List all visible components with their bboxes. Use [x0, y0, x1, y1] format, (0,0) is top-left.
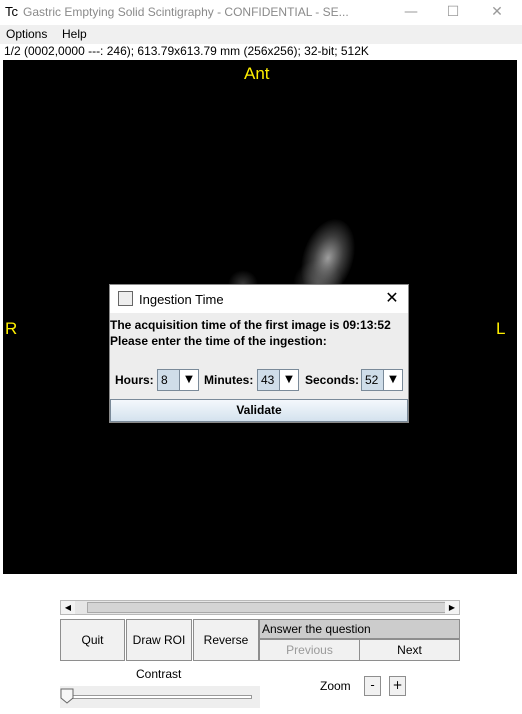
scroll-thumb[interactable]: [87, 602, 447, 613]
dialog-title: Ingestion Time: [139, 292, 224, 307]
contrast-slider[interactable]: [60, 686, 260, 708]
menu-help[interactable]: Help: [62, 27, 87, 41]
menu-bar: Options Help: [0, 25, 522, 44]
chevron-down-icon[interactable]: ▼: [179, 370, 198, 390]
contrast-label: Contrast: [136, 667, 182, 681]
answer-question-label: Answer the question: [259, 619, 460, 639]
zoom-label: Zoom: [320, 679, 351, 693]
next-button[interactable]: Next: [359, 639, 460, 661]
hours-value: 8: [161, 373, 168, 387]
minutes-label: Minutes:: [204, 373, 254, 387]
seconds-label: Seconds:: [305, 373, 360, 387]
app-icon: Tc: [5, 4, 18, 19]
quit-button[interactable]: Quit: [60, 619, 125, 661]
zoom-out-button[interactable]: -: [364, 676, 381, 696]
scintigraphy-image[interactable]: Ant R L: [3, 60, 517, 574]
validate-button[interactable]: Validate: [110, 399, 408, 422]
window-titlebar: Tc Gastric Emptying Solid Scintigraphy -…: [0, 0, 522, 24]
previous-button[interactable]: Previous: [259, 639, 360, 661]
time-inputs: Hours: 8 ▼ Minutes: 43 ▼ Seconds: 52 ▼: [110, 369, 408, 393]
chevron-down-icon[interactable]: ▼: [383, 370, 402, 390]
draw-roi-button[interactable]: Draw ROI: [126, 619, 192, 661]
slider-track: [66, 695, 252, 699]
hours-label: Hours:: [115, 373, 154, 387]
image-scrollbar[interactable]: ◀ ▶: [60, 600, 460, 615]
dialog-titlebar: Ingestion Time ✕: [110, 285, 408, 313]
hours-select[interactable]: 8 ▼: [157, 369, 199, 391]
zoom-in-button[interactable]: +: [389, 676, 406, 696]
slider-thumb[interactable]: [60, 688, 74, 704]
orientation-right: L: [496, 319, 506, 338]
orientation-top: Ant: [244, 64, 270, 83]
chevron-down-icon[interactable]: ▼: [279, 370, 298, 390]
dialog-message-line1: The acquisition time of the first image …: [110, 318, 391, 332]
ingestion-time-dialog: Ingestion Time ✕ The acquisition time of…: [109, 284, 409, 423]
dialog-message-line2: Please enter the time of the ingestion:: [110, 334, 327, 348]
minimize-button[interactable]: —: [404, 4, 418, 20]
menu-options[interactable]: Options: [6, 27, 48, 41]
scroll-left-icon[interactable]: ◀: [61, 601, 75, 614]
close-window-button[interactable]: ✕: [491, 4, 503, 20]
scroll-right-icon[interactable]: ▶: [445, 601, 459, 614]
window-title: Gastric Emptying Solid Scintigraphy - CO…: [23, 5, 349, 19]
reverse-button[interactable]: Reverse: [193, 619, 259, 661]
orientation-left: R: [5, 319, 18, 338]
minutes-select[interactable]: 43 ▼: [257, 369, 299, 391]
dialog-close-icon[interactable]: ✕: [385, 288, 399, 307]
maximize-button[interactable]: ☐: [446, 4, 460, 20]
seconds-value: 52: [365, 373, 379, 387]
seconds-select[interactable]: 52 ▼: [361, 369, 403, 391]
minutes-value: 43: [261, 373, 275, 387]
image-info: 1/2 (0002,0000 ---: 246); 613.79x613.79 …: [4, 44, 369, 58]
java-app-icon: [118, 291, 133, 306]
